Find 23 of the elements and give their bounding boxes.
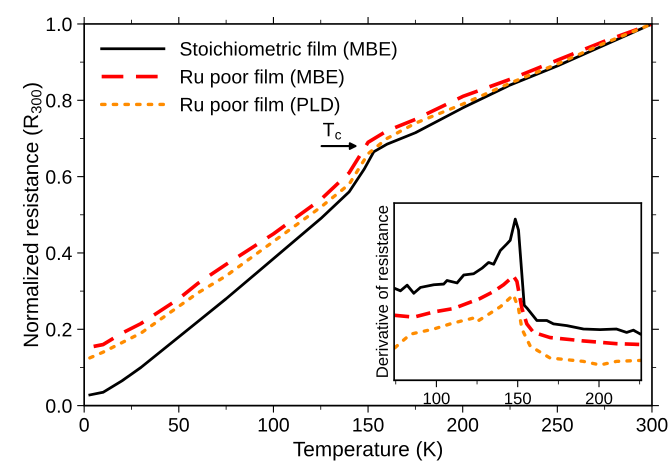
x-axis-title: Temperature (K) bbox=[293, 441, 442, 461]
x-tick-label: 200 bbox=[586, 392, 612, 404]
y-tick-label: 0.0 bbox=[46, 399, 72, 413]
y-tick-label: 0.8 bbox=[46, 94, 72, 108]
y-tick-label: 0.4 bbox=[46, 246, 72, 260]
y-tick-label: 1.0 bbox=[46, 17, 72, 32]
x-tick-label: 300 bbox=[636, 418, 668, 432]
x-tick-label: 250 bbox=[542, 418, 573, 432]
y-tick-label: 0.2 bbox=[46, 322, 72, 337]
legend-label: Stoichiometric film (MBE) bbox=[180, 41, 396, 60]
x-tick-label: 100 bbox=[424, 392, 450, 404]
x-tick-label: 150 bbox=[353, 418, 384, 432]
x-tick-label: 100 bbox=[258, 418, 289, 432]
y-axis-title: Normalized resistance (R$_{300}$) bbox=[22, 83, 42, 346]
legend-label: Ru poor film (MBE) bbox=[181, 69, 344, 88]
annotation: T$_{c}$ bbox=[323, 122, 342, 140]
x-tick-label: 0 bbox=[80, 418, 89, 432]
y-axis-title: Derivative of resistance bbox=[376, 206, 388, 377]
x-tick-label: 200 bbox=[447, 418, 478, 432]
y-tick-label: 0.6 bbox=[46, 170, 72, 184]
legend-label: Ru poor film (PLD) bbox=[181, 97, 340, 116]
x-tick-label: 150 bbox=[505, 392, 531, 404]
x-tick-label: 50 bbox=[168, 418, 189, 432]
